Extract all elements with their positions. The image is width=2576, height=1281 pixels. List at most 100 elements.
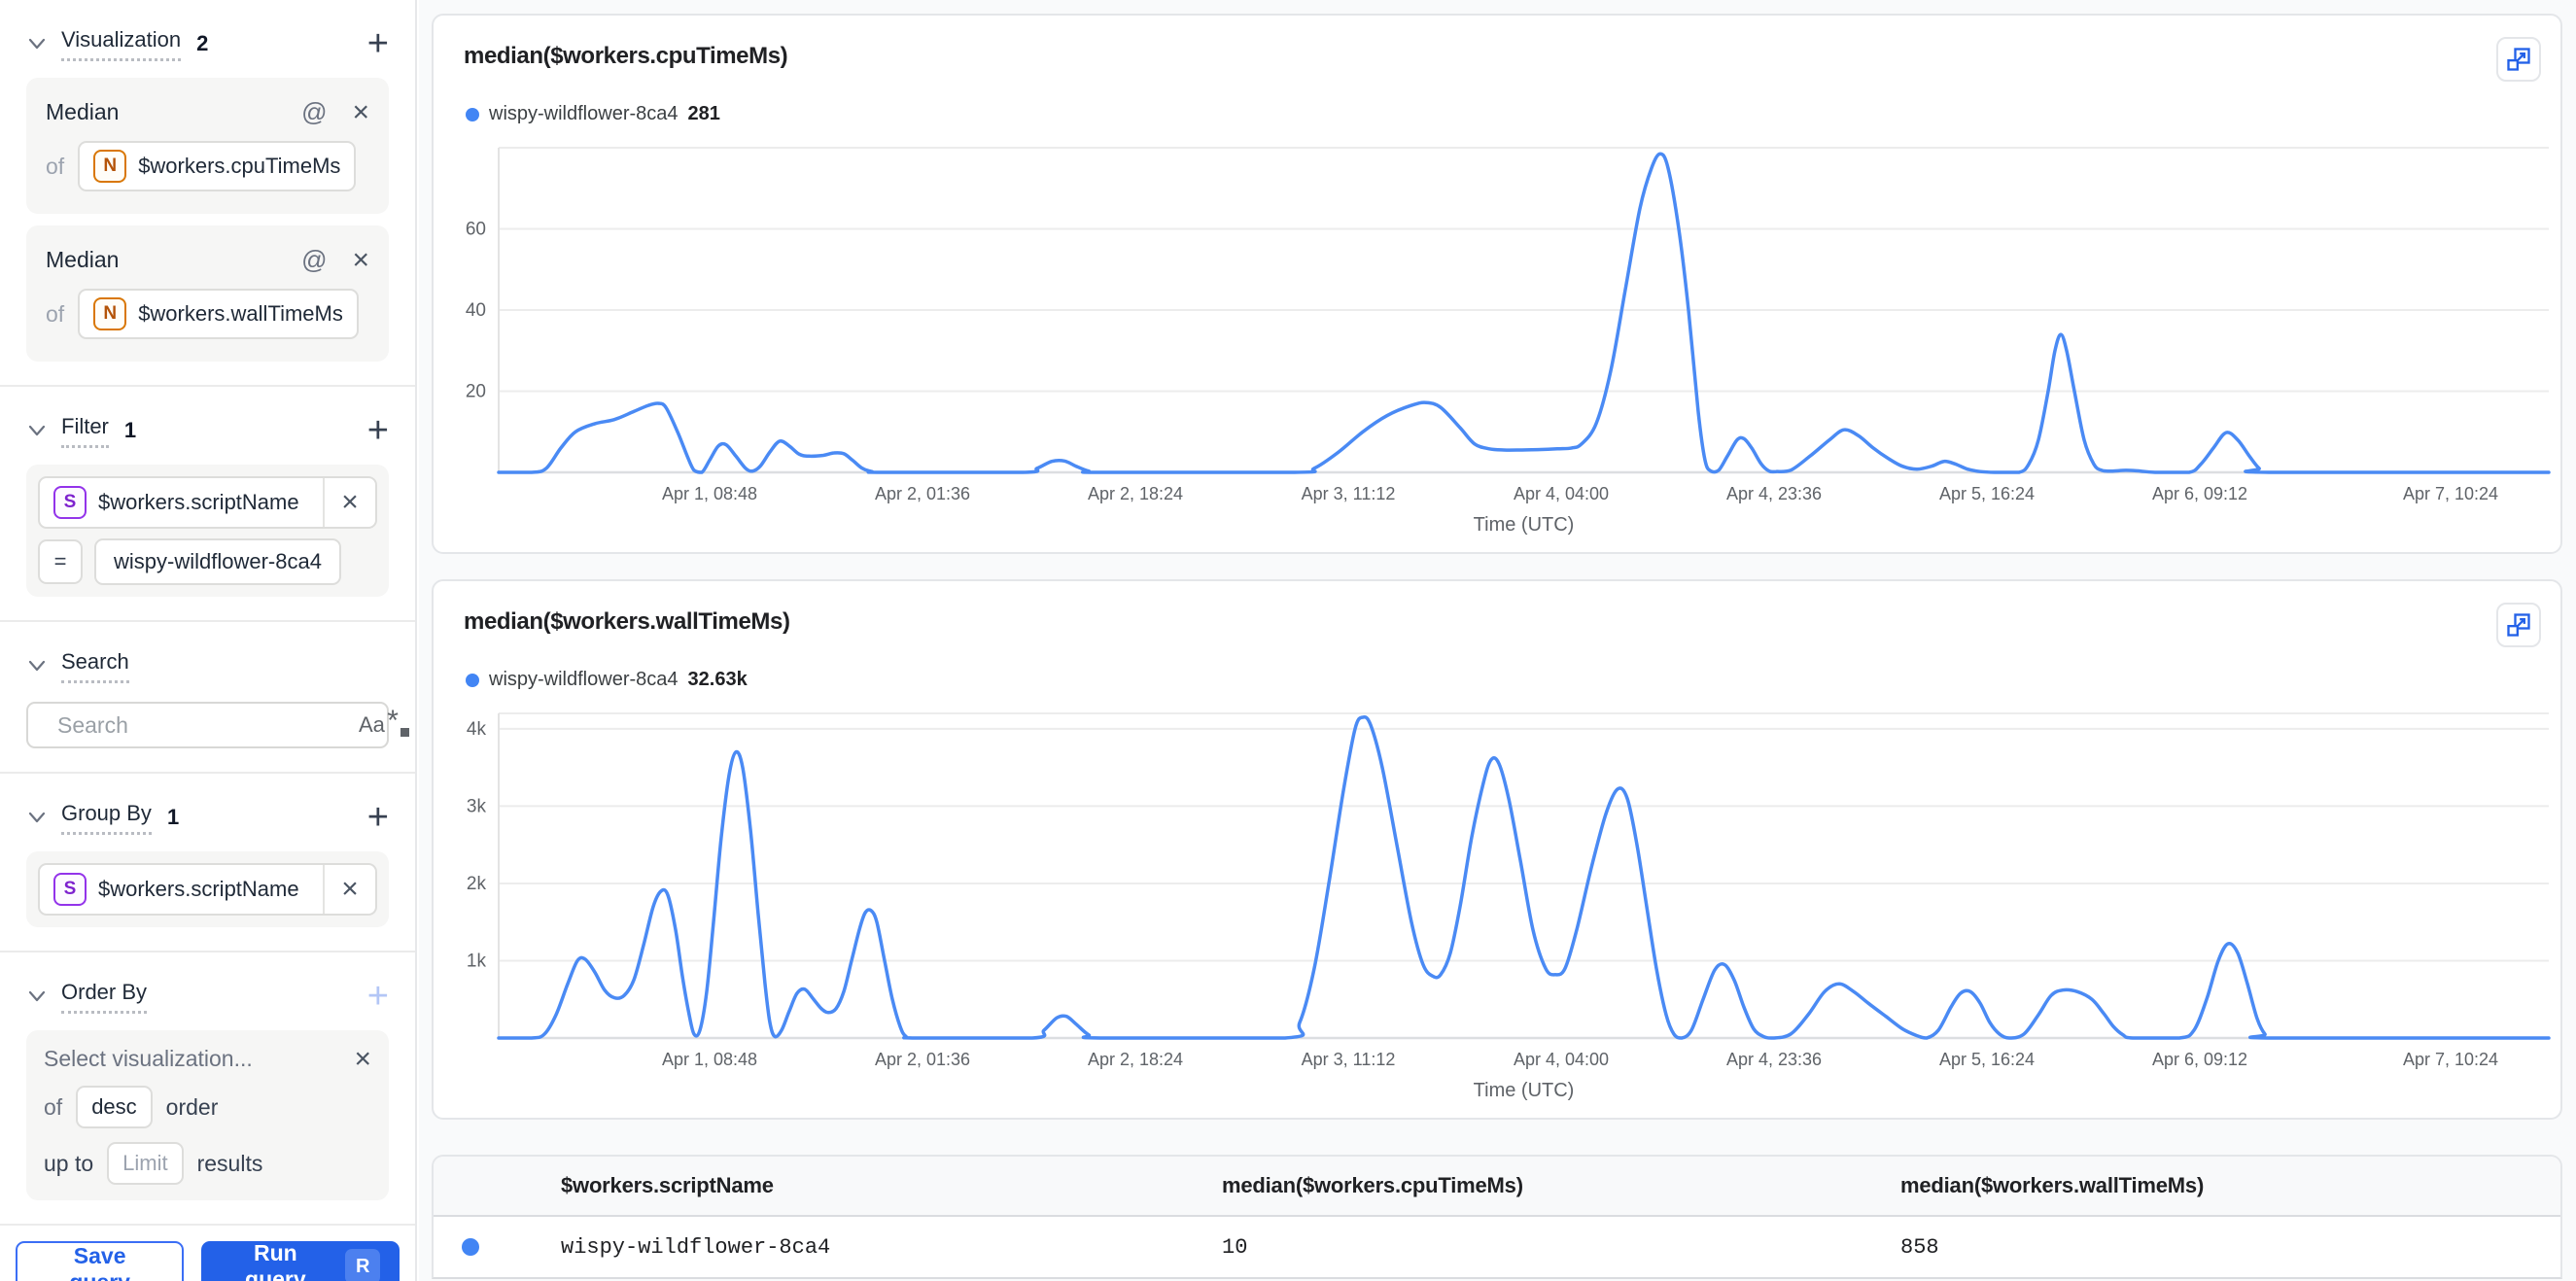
order-by-card: Select visualization... × of desc order … — [26, 1030, 389, 1200]
svg-text:Apr 3, 11:12: Apr 3, 11:12 — [1302, 484, 1396, 503]
chevron-down-icon[interactable] — [26, 33, 48, 54]
of-label: of — [46, 300, 65, 327]
chart-legend[interactable]: wispy-wildflower-8ca4 32.63k — [466, 669, 748, 691]
wall-time-line-chart: 1k 2k 3k 4k Apr 1, 08:48 Apr 2, 01:36 Apr 2, 1… — [467, 712, 2551, 1101]
chevron-down-icon[interactable] — [26, 655, 48, 676]
svg-text:Apr 7, 10:24: Apr 7, 10:24 — [2403, 1050, 2498, 1069]
series-dot-icon — [462, 1238, 479, 1256]
group-by-count: 1 — [166, 805, 180, 829]
table-row[interactable]: wispy-wildflower-8ca4 10 858 — [434, 1217, 2560, 1277]
expand-icon — [2507, 48, 2530, 71]
annotation-at-icon[interactable]: @ — [301, 245, 328, 274]
order-label: order — [165, 1093, 219, 1120]
results-table: $workers.scriptName median($workers.cpuT… — [432, 1155, 2562, 1279]
filter-section-title: Filter — [61, 414, 109, 448]
group-by-section: Group By 1 + S $workers.scriptName × — [0, 774, 415, 952]
number-type-icon: N — [93, 150, 127, 183]
svg-text:Apr 2, 18:24: Apr 2, 18:24 — [1088, 484, 1183, 503]
svg-text:Apr 4, 04:00: Apr 4, 04:00 — [1514, 484, 1609, 503]
search-box: Aa * — [26, 702, 409, 748]
svg-text:Apr 6, 09:12: Apr 6, 09:12 — [2152, 1050, 2247, 1069]
svg-text:40: 40 — [466, 300, 486, 321]
visualization-section-title: Visualization — [61, 27, 182, 61]
group-by-section-title: Group By — [61, 801, 152, 835]
order-direction-select[interactable]: desc — [76, 1086, 153, 1128]
expand-chart-button[interactable] — [2496, 603, 2541, 647]
add-visualization-button[interactable]: + — [366, 23, 389, 64]
order-by-visualization-select[interactable]: Select visualization... — [44, 1046, 253, 1071]
svg-text:2k: 2k — [467, 874, 487, 894]
filter-field-box[interactable]: S $workers.scriptName × — [38, 476, 377, 529]
field-chip-cpu[interactable]: N $workers.cpuTimeMs — [78, 141, 357, 191]
results-label: results — [196, 1150, 263, 1176]
remove-filter-icon[interactable]: × — [323, 478, 375, 527]
string-type-icon: S — [53, 486, 87, 519]
query-actions: Save query Run query R — [0, 1226, 415, 1281]
add-filter-button[interactable]: + — [366, 410, 389, 451]
visualization-card-wall: Median @ × of N $workers.wallTimeMs — [26, 225, 389, 362]
chevron-down-icon[interactable] — [26, 420, 48, 441]
svg-text:Apr 4, 23:36: Apr 4, 23:36 — [1726, 1050, 1822, 1069]
svg-text:Apr 1, 08:48: Apr 1, 08:48 — [662, 484, 757, 503]
visualization-card-cpu: Median @ × of N $workers.cpuTimeMs — [26, 78, 389, 214]
column-header-cpu-median: median($workers.cpuTimeMs) — [1222, 1173, 1523, 1197]
visualization-count: 2 — [196, 31, 209, 55]
string-type-icon: S — [53, 873, 87, 906]
svg-text:Apr 3, 11:12: Apr 3, 11:12 — [1302, 1050, 1396, 1069]
remove-order-by-icon[interactable]: × — [354, 1042, 371, 1075]
run-query-button[interactable]: Run query R — [201, 1240, 400, 1281]
visualization-function[interactable]: Median — [46, 99, 120, 124]
order-by-section-title: Order By — [61, 980, 148, 1014]
filter-value[interactable]: wispy-wildflower-8ca4 — [94, 538, 341, 585]
match-case-icon[interactable]: Aa — [359, 712, 385, 737]
add-order-by-button[interactable]: + — [366, 976, 389, 1017]
svg-text:Time (UTC): Time (UTC) — [1474, 514, 1575, 536]
remove-group-by-icon[interactable]: × — [323, 865, 375, 914]
column-header-wall-median: median($workers.wallTimeMs) — [1900, 1173, 2205, 1197]
of-label: of — [46, 153, 65, 179]
svg-text:4k: 4k — [467, 719, 487, 740]
svg-text:60: 60 — [466, 220, 486, 240]
visualization-section: Visualization 2 + Median @ × of N $worke… — [0, 0, 415, 387]
legend-dot-icon — [466, 107, 479, 121]
column-header-script-name: $workers.scriptName — [561, 1173, 774, 1197]
chart-card-wall-time: 1k 2k 3k 4k Apr 1, 08:48 Apr 2, 01:36 Apr 2, 1… — [432, 579, 2562, 1120]
query-sidebar: Visualization 2 + Median @ × of N $worke… — [0, 0, 417, 1281]
table-header-row: $workers.scriptName median($workers.cpuT… — [434, 1157, 2560, 1217]
run-shortcut-key: R — [345, 1249, 380, 1281]
svg-text:Apr 7, 10:24: Apr 7, 10:24 — [2403, 484, 2498, 503]
visualization-function[interactable]: Median — [46, 247, 120, 272]
svg-text:Apr 4, 04:00: Apr 4, 04:00 — [1514, 1050, 1609, 1069]
chart-title: median($workers.wallTimeMs) — [464, 608, 790, 635]
save-query-button[interactable]: Save query — [16, 1241, 185, 1281]
remove-visualization-icon[interactable]: × — [352, 95, 369, 128]
search-section: Search Aa * — [0, 622, 415, 774]
svg-text:Apr 5, 16:24: Apr 5, 16:24 — [1939, 484, 2035, 503]
expand-chart-button[interactable] — [2496, 37, 2541, 82]
cell-cpu-median: 10 — [1222, 1234, 1248, 1260]
svg-text:20: 20 — [466, 382, 486, 402]
chevron-down-icon[interactable] — [26, 807, 48, 828]
add-group-by-button[interactable]: + — [366, 797, 389, 838]
filter-card: S $workers.scriptName × = wispy-wildflow… — [26, 465, 389, 597]
filter-section: Filter 1 + S $workers.scriptName × = wis… — [0, 387, 415, 622]
cpu-time-line-chart: 20 40 60 Apr 1, 08:48 Apr 2, 01:36 Apr 2, 18:… — [466, 147, 2551, 536]
chart-legend[interactable]: wispy-wildflower-8ca4 281 — [466, 103, 720, 125]
svg-text:1k: 1k — [467, 951, 487, 971]
search-input[interactable] — [57, 711, 345, 739]
limit-input[interactable]: Limit — [107, 1142, 184, 1185]
search-section-title: Search — [61, 649, 129, 683]
legend-dot-icon — [466, 673, 479, 687]
filter-operator[interactable]: = — [38, 539, 83, 584]
remove-visualization-icon[interactable]: × — [352, 243, 369, 276]
chevron-down-icon[interactable] — [26, 986, 48, 1007]
annotation-at-icon[interactable]: @ — [301, 97, 328, 126]
up-to-label: up to — [44, 1150, 94, 1176]
svg-text:Apr 2, 01:36: Apr 2, 01:36 — [875, 484, 970, 503]
svg-text:Time (UTC): Time (UTC) — [1474, 1080, 1575, 1101]
group-by-field-box[interactable]: S $workers.scriptName × — [38, 863, 377, 916]
svg-text:Apr 4, 23:36: Apr 4, 23:36 — [1726, 484, 1822, 503]
svg-text:Apr 2, 01:36: Apr 2, 01:36 — [875, 1050, 970, 1069]
field-chip-wall[interactable]: N $workers.wallTimeMs — [78, 289, 359, 339]
